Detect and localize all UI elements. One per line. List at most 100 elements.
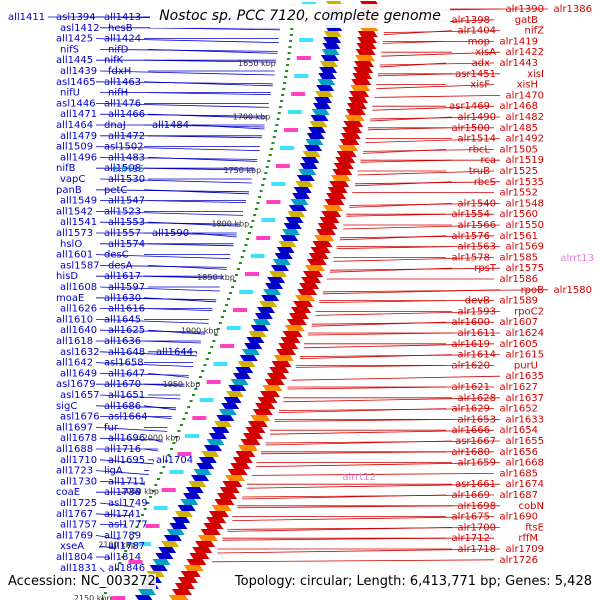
left-gene-label[interactable]: all1549 bbox=[60, 196, 97, 207]
left-gene-label[interactable]: all1574 bbox=[108, 239, 145, 250]
left-gene-label[interactable]: all1644 bbox=[156, 347, 193, 358]
right-gene-label[interactable]: alr1680 bbox=[452, 447, 490, 458]
right-gene-label[interactable]: alr1659 bbox=[458, 458, 496, 469]
left-gene-label[interactable]: nifB bbox=[56, 163, 76, 174]
right-gene-label[interactable]: alr1600 bbox=[452, 317, 490, 328]
left-gene-label[interactable]: all1610 bbox=[56, 314, 93, 325]
left-gene-label[interactable]: all1471 bbox=[60, 109, 97, 120]
right-gene-label[interactable]: alr1627 bbox=[500, 382, 538, 393]
right-gene-label[interactable]: alr1482 bbox=[506, 112, 544, 123]
left-gene-label[interactable]: all1411 bbox=[8, 12, 45, 23]
right-gene-label[interactable]: truB bbox=[469, 166, 490, 177]
left-gene-label[interactable]: all1573 bbox=[56, 228, 93, 239]
right-gene-label[interactable]: mop bbox=[468, 36, 490, 47]
left-gene-label[interactable]: panB bbox=[56, 185, 82, 196]
left-gene-label[interactable]: all1625 bbox=[108, 325, 145, 336]
left-gene-label[interactable]: ligA bbox=[104, 466, 123, 477]
left-gene-label[interactable]: all1716 bbox=[104, 444, 141, 455]
right-gene-label[interactable]: alr1554 bbox=[452, 209, 490, 220]
left-gene-label[interactable]: desA bbox=[108, 260, 133, 271]
left-gene-label[interactable]: all1445 bbox=[56, 55, 93, 66]
right-gene-label[interactable]: alr1675 bbox=[452, 512, 490, 523]
left-gene-label[interactable]: all1484 bbox=[152, 120, 189, 131]
right-gene-label[interactable]: xisF bbox=[470, 80, 490, 91]
left-gene-label[interactable]: all1831 bbox=[60, 563, 97, 574]
left-gene-label[interactable]: all1541 bbox=[60, 217, 97, 228]
left-gene-label[interactable]: asl1632 bbox=[60, 347, 100, 358]
left-gene-label[interactable]: nifU bbox=[60, 88, 80, 99]
right-gene-label[interactable]: alr1700 bbox=[458, 522, 496, 533]
left-gene-label[interactable]: all1466 bbox=[108, 109, 145, 120]
right-gene-label[interactable]: alr1687 bbox=[500, 490, 538, 501]
left-gene-label[interactable]: all1642 bbox=[56, 358, 93, 369]
right-gene-label[interactable]: alr1653 bbox=[458, 414, 496, 425]
right-gene-label[interactable]: alr1386 bbox=[554, 4, 592, 15]
right-gene-label[interactable]: xisI bbox=[527, 69, 544, 80]
right-gene-label[interactable]: alr1505 bbox=[500, 144, 538, 155]
right-gene-label[interactable]: alr1580 bbox=[554, 285, 592, 296]
left-gene-label[interactable]: all1738 bbox=[104, 487, 141, 498]
left-gene-label[interactable]: all1636 bbox=[104, 336, 141, 347]
left-gene-label[interactable]: all1649 bbox=[60, 368, 97, 379]
left-gene-label[interactable]: all1645 bbox=[104, 314, 141, 325]
left-gene-label[interactable]: asl1587 bbox=[60, 260, 100, 271]
right-gene-label[interactable]: alr1552 bbox=[500, 188, 538, 199]
left-gene-label[interactable]: hslO bbox=[60, 239, 82, 250]
right-gene-label[interactable]: gatB bbox=[515, 15, 538, 26]
left-gene-label[interactable]: all1601 bbox=[56, 250, 93, 261]
left-gene-label[interactable]: all1804 bbox=[56, 552, 93, 563]
left-gene-label[interactable]: all1648 bbox=[108, 347, 145, 358]
right-gene-label[interactable]: alr1652 bbox=[500, 404, 538, 415]
left-gene-label[interactable]: asl1664 bbox=[108, 412, 148, 423]
left-gene-label[interactable]: all1464 bbox=[56, 120, 93, 131]
left-gene-label[interactable]: dnaJ bbox=[104, 120, 126, 131]
right-gene-label[interactable]: alr1628 bbox=[458, 393, 496, 404]
right-gene-label[interactable]: alr1629 bbox=[452, 404, 490, 415]
right-gene-label[interactable]: xisA bbox=[475, 47, 496, 58]
right-gene-label[interactable]: alr1718 bbox=[458, 544, 496, 555]
left-gene-label[interactable]: asl1676 bbox=[60, 412, 100, 423]
left-gene-label[interactable]: nifS bbox=[60, 44, 79, 55]
right-gene-label[interactable]: asr1661 bbox=[455, 479, 496, 490]
right-gene-label[interactable]: alr1561 bbox=[500, 231, 538, 242]
right-gene-label[interactable]: alr1443 bbox=[500, 58, 538, 69]
left-gene-label[interactable]: all1590 bbox=[152, 228, 189, 239]
left-gene-label[interactable]: all1741 bbox=[104, 509, 141, 520]
right-gene-label[interactable]: alr1669 bbox=[452, 490, 490, 501]
right-gene-label[interactable]: alr1550 bbox=[506, 220, 544, 231]
left-gene-label[interactable]: desC bbox=[104, 250, 129, 261]
right-gene-label[interactable]: alr1668 bbox=[506, 458, 544, 469]
right-gene-label[interactable]: alr1390 bbox=[506, 4, 544, 15]
right-gene-label[interactable]: alr1470 bbox=[506, 90, 544, 101]
left-gene-label[interactable]: asl1658 bbox=[104, 358, 144, 369]
right-gene-label[interactable]: alr1563 bbox=[458, 242, 496, 253]
left-gene-label[interactable]: all1640 bbox=[60, 325, 97, 336]
left-gene-label[interactable]: all1616 bbox=[108, 304, 145, 315]
left-gene-label[interactable]: all1647 bbox=[108, 368, 145, 379]
pseudo-gene-label[interactable]: alrrt12 bbox=[342, 472, 376, 483]
left-gene-label[interactable]: all1472 bbox=[108, 131, 145, 142]
right-gene-label[interactable]: asr1469 bbox=[449, 101, 490, 112]
left-gene-label[interactable]: asl1412 bbox=[60, 23, 100, 34]
right-gene-label[interactable]: alr1666 bbox=[452, 425, 490, 436]
right-gene-label[interactable]: alr1611 bbox=[458, 328, 496, 339]
right-gene-label[interactable]: alr1615 bbox=[506, 350, 544, 361]
left-gene-label[interactable]: asl1394 bbox=[56, 12, 96, 23]
left-gene-label[interactable]: all1608 bbox=[60, 282, 97, 293]
right-gene-label[interactable]: alr1560 bbox=[500, 209, 538, 220]
left-gene-label[interactable]: hesB bbox=[108, 23, 133, 34]
right-gene-label[interactable]: alr1685 bbox=[500, 468, 538, 479]
right-gene-label[interactable]: alr1485 bbox=[500, 123, 538, 134]
left-gene-label[interactable]: all1509 bbox=[56, 142, 93, 153]
right-gene-label[interactable]: alr1514 bbox=[458, 134, 496, 145]
right-gene-label[interactable]: alr1422 bbox=[506, 47, 544, 58]
right-gene-label[interactable]: rbcS bbox=[474, 177, 496, 188]
left-gene-label[interactable]: all1597 bbox=[108, 282, 145, 293]
right-gene-label[interactable]: alr1519 bbox=[506, 155, 544, 166]
left-gene-label[interactable]: all1711 bbox=[108, 476, 145, 487]
left-gene-label[interactable]: all1651 bbox=[108, 390, 145, 401]
left-gene-label[interactable]: all1413 bbox=[104, 12, 141, 23]
right-gene-label[interactable]: alr1525 bbox=[500, 166, 538, 177]
left-gene-label[interactable]: all1686 bbox=[104, 401, 141, 412]
left-gene-label[interactable]: all1547 bbox=[108, 196, 145, 207]
